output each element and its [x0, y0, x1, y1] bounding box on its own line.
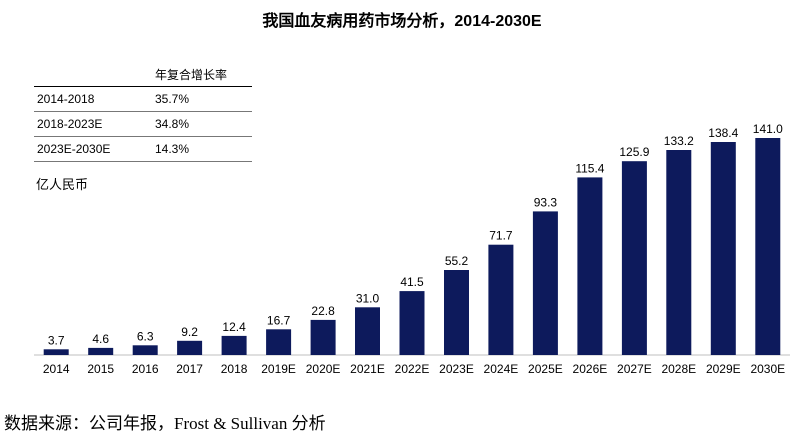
bar — [132, 345, 158, 355]
bar — [710, 142, 736, 355]
cagr-table-header: 年复合增长率 — [155, 68, 228, 82]
value-label: 125.9 — [619, 145, 649, 159]
value-label: 133.2 — [664, 134, 694, 148]
value-label: 16.7 — [267, 313, 291, 327]
bar — [755, 138, 781, 355]
cagr-rate: 35.7% — [155, 92, 190, 106]
cagr-table-header-row: 年复合增长率 — [34, 64, 252, 86]
value-label: 141.0 — [753, 122, 783, 136]
cagr-rate: 14.3% — [155, 142, 190, 156]
cagr-period: 2014-2018 — [37, 92, 95, 106]
unit-label: 亿人民币 — [36, 177, 89, 192]
value-label: 55.2 — [445, 254, 469, 268]
value-label: 22.8 — [311, 304, 335, 318]
x-tick-label: 2014 — [43, 362, 70, 376]
x-tick-label: 2018 — [221, 362, 248, 376]
x-tick-label: 2020E — [306, 362, 341, 376]
cagr-table-row: 2018-2023E 34.8% — [34, 112, 252, 137]
x-tick-label: 2029E — [706, 362, 741, 376]
bar — [666, 150, 692, 355]
bar — [221, 335, 247, 355]
cagr-period: 2023E-2030E — [37, 142, 111, 156]
cagr-rate: 34.8% — [155, 117, 190, 131]
value-label: 115.4 — [575, 161, 604, 175]
x-tick-label: 2024E — [484, 362, 519, 376]
cagr-table-divider — [34, 86, 252, 87]
x-tick-label: 2028E — [661, 362, 696, 376]
value-label: 138.4 — [708, 126, 738, 140]
x-tick-label: 2017 — [176, 362, 203, 376]
bar — [577, 177, 603, 355]
x-tick-label: 2022E — [395, 362, 430, 376]
bar — [488, 244, 514, 355]
value-label: 31.0 — [356, 291, 380, 305]
value-label: 93.3 — [534, 195, 558, 209]
bar-group: 3.7 2014 4.6 2015 6.3 2016 9.2 2017 12.4 2018 16.7… — [43, 122, 785, 376]
bar — [88, 347, 114, 355]
value-label: 71.7 — [489, 229, 513, 243]
bar — [399, 291, 425, 355]
bar — [177, 340, 203, 355]
x-tick-label: 2026E — [573, 362, 608, 376]
x-tick-label: 2027E — [617, 362, 652, 376]
value-label: 6.3 — [137, 329, 154, 343]
bar — [532, 211, 558, 355]
cagr-table: 年复合增长率 2014-2018 35.7% 2018-2023E 34.8% … — [34, 64, 252, 162]
x-tick-label: 2019E — [261, 362, 296, 376]
x-tick-label: 2021E — [350, 362, 385, 376]
source-note: 数据来源：公司年报，Frost & Sullivan 分析 — [4, 414, 326, 433]
value-label: 4.6 — [92, 332, 109, 346]
x-tick-label: 2023E — [439, 362, 474, 376]
bar — [310, 319, 336, 355]
bar — [621, 161, 647, 355]
cagr-table-row: 2014-2018 35.7% — [34, 87, 252, 112]
value-label: 9.2 — [181, 325, 198, 339]
value-label: 3.7 — [48, 333, 65, 347]
bar — [266, 329, 292, 355]
value-label: 41.5 — [400, 275, 424, 289]
chart-title: 我国血友病用药市场分析，2014-2030E — [262, 13, 542, 30]
bar — [355, 307, 380, 355]
x-tick-label: 2030E — [750, 362, 785, 376]
cagr-table-row: 2023E-2030E 14.3% — [34, 137, 252, 162]
x-tick-label: 2016 — [132, 362, 159, 376]
bar-chart: 3.7 2014 4.6 2015 6.3 2016 9.2 2017 12.4 2018 16.7… — [34, 122, 790, 376]
bar — [444, 270, 469, 355]
x-tick-label: 2025E — [528, 362, 563, 376]
bar — [43, 349, 69, 355]
cagr-period: 2018-2023E — [37, 117, 103, 131]
x-tick-label: 2015 — [87, 362, 114, 376]
value-label: 12.4 — [222, 320, 246, 334]
